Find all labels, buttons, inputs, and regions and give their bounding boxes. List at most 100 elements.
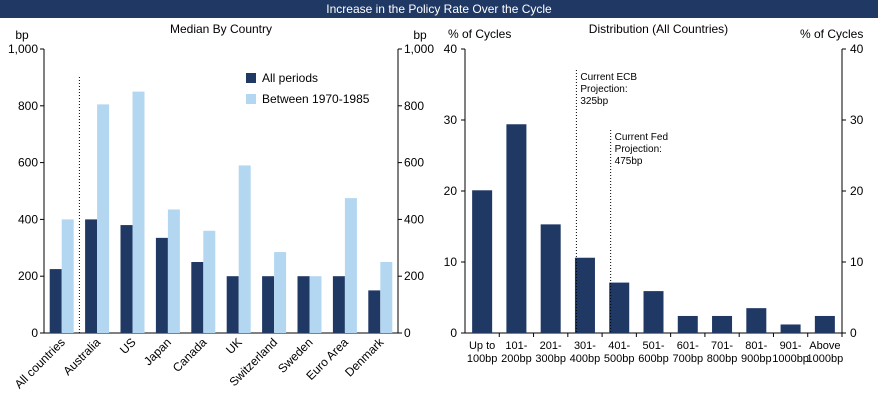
- distribution-x-label: 900bp: [741, 353, 772, 365]
- distribution-left-tick-label: 20: [444, 184, 458, 198]
- bar-1970-1985: [167, 209, 180, 333]
- legend-label: Between 1970-1985: [262, 92, 370, 106]
- distribution-bar: [643, 291, 664, 333]
- bar-all-periods: [85, 219, 98, 333]
- bar-all-periods: [120, 225, 133, 333]
- projection-annotation: Current ECB: [580, 72, 637, 83]
- distribution-right-tick-label: 30: [850, 113, 864, 127]
- distribution-x-label: 601-: [677, 340, 699, 352]
- right-y-tick-label: 1,000: [404, 42, 434, 56]
- x-category-label: Canada: [170, 335, 210, 375]
- bar-all-periods: [332, 276, 345, 333]
- right-chart-title: Distribution (All Countries): [589, 22, 728, 36]
- bar-all-periods: [155, 237, 168, 333]
- bar-1970-1985: [380, 262, 393, 333]
- distribution-x-label: 801-: [745, 340, 767, 352]
- distribution-left-y-label: % of Cycles: [448, 27, 511, 41]
- legend-label: All periods: [262, 71, 318, 85]
- left-y-tick-label: 400: [18, 212, 38, 226]
- right-y-tick-label: 400: [404, 212, 424, 226]
- bar-all-periods: [262, 276, 275, 333]
- distribution-bar: [746, 308, 767, 333]
- x-category-label: All countries: [12, 335, 68, 391]
- distribution-bar: [540, 224, 561, 333]
- right-y-axis-label: bp: [413, 28, 427, 42]
- distribution-left-tick-label: 30: [444, 113, 458, 127]
- distribution-x-label: 101-: [505, 340, 527, 352]
- right-y-tick-label: 600: [404, 156, 424, 170]
- bar-1970-1985: [132, 91, 145, 333]
- distribution-x-label: 201-: [540, 340, 562, 352]
- bar-all-periods: [191, 262, 204, 333]
- distribution-x-label: Above: [809, 340, 840, 352]
- distribution-x-label: Up to: [469, 340, 495, 352]
- distribution-bar: [780, 324, 801, 333]
- left-y-tick-label: 1,000: [8, 42, 38, 56]
- left-y-tick-label: 800: [18, 99, 38, 113]
- bar-1970-1985: [61, 219, 74, 333]
- distribution-left-tick-label: 0: [450, 326, 457, 340]
- distribution-bar: [574, 257, 595, 333]
- distribution-x-label: 200bp: [501, 353, 532, 365]
- bar-1970-1985: [309, 276, 322, 333]
- distribution-right-tick-label: 0: [850, 326, 857, 340]
- bar-1970-1985: [274, 252, 287, 333]
- distribution-right-y-label: % of Cycles: [800, 27, 863, 41]
- projection-annotation: Current Fed: [615, 132, 668, 143]
- left-chart-title: Median By Country: [170, 22, 272, 36]
- x-category-label: Japan: [141, 335, 174, 368]
- right-y-tick-label: 800: [404, 99, 424, 113]
- x-category-label: US: [117, 335, 139, 357]
- left-y-tick-label: 0: [31, 326, 38, 340]
- distribution-right-tick-label: 20: [850, 184, 864, 198]
- legend-swatch: [246, 73, 256, 83]
- bar-all-periods: [49, 269, 62, 333]
- x-category-label: Denmark: [342, 335, 387, 380]
- distribution-right-tick-label: 40: [850, 42, 864, 56]
- distribution-x-label: 501-: [642, 340, 664, 352]
- distribution-x-label: 401-: [608, 340, 630, 352]
- x-category-label: Australia: [60, 335, 103, 378]
- distribution-x-label: 500bp: [604, 353, 635, 365]
- bar-all-periods: [297, 276, 310, 333]
- distribution-x-label: 100bp: [467, 353, 498, 365]
- projection-annotation: Projection:: [615, 144, 662, 155]
- distribution-x-label: 700bp: [672, 353, 703, 365]
- distribution-x-label: 800bp: [707, 353, 738, 365]
- distribution-bar: [677, 315, 698, 333]
- x-category-label: UK: [223, 335, 245, 357]
- distribution-x-label: 400bp: [570, 353, 601, 365]
- left-y-axis-label: bp: [15, 28, 29, 42]
- figure-banner-title: Increase in the Policy Rate Over the Cyc…: [0, 0, 878, 18]
- right-y-tick-label: 200: [404, 269, 424, 283]
- distribution-bar: [712, 315, 733, 333]
- left-y-tick-label: 200: [18, 269, 38, 283]
- distribution-x-label: 1000bp: [807, 353, 844, 365]
- bar-1970-1985: [97, 104, 110, 333]
- distribution-left-tick-label: 10: [444, 255, 458, 269]
- distribution-x-label: 301-: [574, 340, 596, 352]
- bar-1970-1985: [203, 230, 216, 333]
- projection-annotation: Projection:: [580, 84, 627, 95]
- bar-all-periods: [226, 276, 239, 333]
- bar-1970-1985: [344, 198, 357, 333]
- distribution-left-tick-label: 40: [444, 42, 458, 56]
- distribution-bar: [814, 315, 835, 333]
- distribution-x-label: 701-: [711, 340, 733, 352]
- projection-annotation: 475bp: [615, 156, 643, 167]
- legend-swatch: [246, 94, 256, 104]
- distribution-x-label: 300bp: [535, 353, 566, 365]
- projection-annotation: 325bp: [580, 96, 608, 107]
- distribution-x-label: 1000bp: [772, 353, 809, 365]
- bar-all-periods: [368, 290, 381, 333]
- distribution-bar: [506, 124, 527, 333]
- distribution-x-label: 600bp: [638, 353, 669, 365]
- distribution-bar: [609, 282, 630, 333]
- distribution-right-tick-label: 10: [850, 255, 864, 269]
- distribution-x-label: 901-: [780, 340, 802, 352]
- distribution-bar: [472, 190, 493, 333]
- right-y-tick-label: 0: [404, 326, 411, 340]
- bar-1970-1985: [238, 165, 251, 333]
